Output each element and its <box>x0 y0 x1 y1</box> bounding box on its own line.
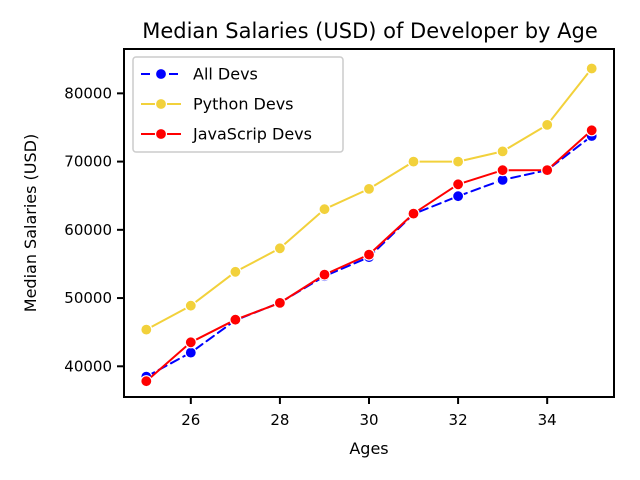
x-tick-label: 28 <box>270 411 289 429</box>
y-tick-label: 40000 <box>64 357 112 375</box>
y-axis-label: Median Salaries (USD) <box>21 134 40 312</box>
series-3-point <box>229 313 242 326</box>
legend-entry-label: JavaScrip Devs <box>192 125 312 144</box>
series-2-point <box>541 118 554 132</box>
series-2-point <box>140 323 153 336</box>
series-3-point <box>184 336 197 349</box>
series-2-point <box>229 265 242 278</box>
series-2-point <box>273 242 286 255</box>
series-3 <box>140 124 598 388</box>
series-1-point <box>452 190 465 203</box>
series-3-point <box>452 178 465 191</box>
series-2-point <box>452 155 465 168</box>
y-tick-label: 50000 <box>64 289 112 307</box>
legend-entry-label: Python Devs <box>193 95 294 114</box>
series-3-point <box>496 164 509 177</box>
series-3-point <box>273 296 286 309</box>
series-2-point <box>496 145 509 158</box>
legend-swatch-marker <box>154 67 168 81</box>
series-1-point <box>184 346 197 359</box>
series-3-point <box>541 164 554 177</box>
legend-swatch-marker <box>154 97 168 111</box>
x-tick-label: 26 <box>181 411 200 429</box>
series-2-point <box>184 299 197 312</box>
legend: All Devs Python Devs JavaScrip Devs <box>132 56 344 153</box>
x-tick-label: 30 <box>359 411 378 429</box>
y-tick-label: 70000 <box>64 153 112 171</box>
series-3-point <box>585 124 598 137</box>
series-3-point <box>318 268 331 281</box>
legend-entry-label: All Devs <box>193 65 258 84</box>
legend-box <box>132 56 344 153</box>
y-tick-label: 80000 <box>64 84 112 102</box>
series-2-point <box>362 182 376 195</box>
series-2-point <box>318 203 331 216</box>
y-tick-label: 60000 <box>64 221 112 239</box>
series-2 <box>140 62 598 336</box>
legend-swatch-marker <box>154 127 168 141</box>
series-3-point <box>407 207 420 220</box>
series-3-point <box>140 375 153 388</box>
series-3-point <box>362 248 376 261</box>
x-tick-label: 34 <box>538 411 557 429</box>
chart-title: Median Salaries (USD) of Developer by Ag… <box>142 19 598 43</box>
series-2-point <box>407 155 420 168</box>
x-tick-label: 32 <box>449 411 468 429</box>
x-axis-label: Ages <box>349 439 388 458</box>
series-2-point <box>585 62 598 75</box>
